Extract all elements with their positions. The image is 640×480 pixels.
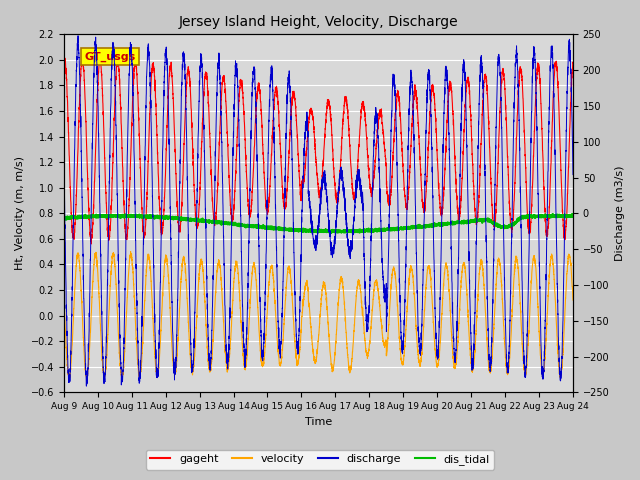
Title: Jersey Island Height, Velocity, Discharge: Jersey Island Height, Velocity, Discharg… bbox=[179, 15, 458, 29]
Y-axis label: Ht, Velocity (m, m/s): Ht, Velocity (m, m/s) bbox=[15, 156, 25, 270]
X-axis label: Time: Time bbox=[305, 417, 332, 427]
Legend: gageht, velocity, discharge, dis_tidal: gageht, velocity, discharge, dis_tidal bbox=[146, 450, 494, 469]
Y-axis label: Discharge (m3/s): Discharge (m3/s) bbox=[615, 166, 625, 261]
Text: GT_usgs: GT_usgs bbox=[84, 51, 136, 61]
